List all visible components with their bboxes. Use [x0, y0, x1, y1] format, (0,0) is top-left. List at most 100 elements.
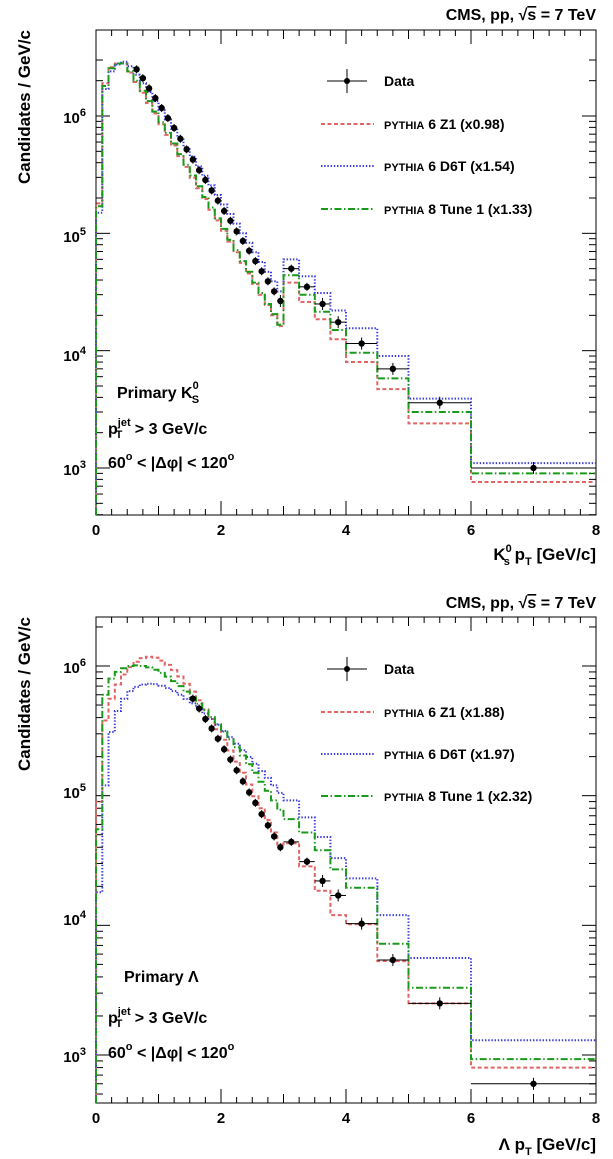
series-line — [95, 62, 596, 515]
x-tick-label: 4 — [342, 1110, 351, 1127]
annotation-dphi-cut: 60o < |Δφ| < 120o — [108, 1041, 235, 1062]
legend-item-series: PYTHIA 8 Tune 1 (x1.33) — [321, 201, 532, 217]
data-point — [264, 822, 272, 829]
x-tick-label: 6 — [467, 522, 475, 539]
series-line — [95, 682, 596, 1103]
data-point — [303, 283, 311, 291]
y-tick-label: 104 — [63, 345, 87, 365]
data-point — [270, 833, 278, 840]
data-point — [214, 197, 222, 204]
y-tick-label: 106 — [63, 657, 86, 677]
data-point — [288, 838, 295, 846]
annotation: Primary Λ pjet T > 3 GeV/c 60o < |Δφ| < 1… — [108, 969, 235, 1062]
series-line — [95, 60, 596, 515]
data-point — [252, 257, 259, 265]
x-tick-label: 0 — [92, 522, 100, 539]
legend-label: PYTHIA 6 Z1 (x0.98) — [384, 116, 505, 132]
series-lines — [95, 655, 596, 1103]
legend-item-data: Data — [327, 657, 415, 681]
data-point — [277, 844, 284, 851]
x-tick-label: 8 — [592, 522, 600, 539]
data-point — [220, 746, 228, 753]
data-point — [202, 176, 209, 184]
data-point — [358, 920, 365, 927]
x-tick-label: 4 — [342, 522, 351, 539]
data-point — [170, 124, 178, 132]
panel-lambda: CMS, pp, √s = 7 TeV 0 2 4 6 8 103 104 10… — [15, 595, 600, 1158]
annotation-jet-cut: pjet T > 3 GeV/c — [108, 417, 207, 441]
data-point — [208, 725, 215, 732]
data-point — [189, 695, 197, 702]
data-point — [530, 464, 537, 472]
legend-label: Data — [384, 73, 415, 89]
data-point — [270, 288, 278, 295]
y-tick-label: 105 — [63, 226, 86, 246]
x-tick-label: 8 — [592, 1110, 600, 1127]
legend-item-series: PYTHIA 6 D6T (x1.97) — [321, 746, 515, 762]
x-tick-label: 6 — [467, 1110, 475, 1127]
data-point — [227, 217, 234, 224]
legend-label: PYTHIA 8 Tune 1 (x2.32) — [384, 788, 532, 804]
data-point — [319, 300, 326, 308]
annotation-dphi-cut: 60o < |Δφ| < 120o — [108, 451, 235, 472]
series-line — [95, 664, 596, 1103]
data-point — [436, 1000, 443, 1007]
legend-item-data: Data — [327, 69, 415, 93]
data-point — [189, 156, 197, 163]
cms-label: CMS, pp, √s = 7 TeV — [446, 595, 597, 612]
data-point — [139, 74, 147, 82]
legend-label: PYTHIA 6 D6T (x1.54) — [384, 158, 515, 174]
data-point — [233, 228, 240, 235]
data-point — [214, 735, 222, 742]
y-tick-label: 104 — [63, 909, 87, 929]
y-axis-label: Candidates / GeV/c — [15, 617, 34, 771]
y-tick-label: 103 — [63, 459, 86, 479]
data-point — [319, 877, 326, 885]
data-point — [158, 104, 165, 112]
legend-item-series: PYTHIA 6 D6T (x1.54) — [321, 158, 515, 174]
x-axis-label: Λ pT [GeV/c] — [499, 1135, 596, 1158]
legend-label: PYTHIA 6 Z1 (x1.88) — [384, 704, 505, 720]
data-point — [195, 705, 203, 712]
annotation-jet-cut: pjet T > 3 GeV/c — [108, 1006, 207, 1030]
data-point — [208, 187, 215, 194]
annotation-particle: Primary Λ — [124, 969, 199, 986]
data-point — [202, 715, 209, 723]
data-points — [189, 694, 596, 1090]
data-point — [245, 247, 253, 254]
data-point — [227, 756, 234, 763]
legend-item-series: PYTHIA 8 Tune 1 (x2.32) — [321, 788, 532, 804]
cms-label: CMS, pp, √s = 7 TeV — [446, 7, 597, 24]
data-point — [258, 810, 265, 818]
y-axis-label: Candidates / GeV/c — [15, 30, 34, 184]
series-line — [95, 655, 596, 1103]
data-point — [220, 207, 228, 215]
data-point — [334, 892, 342, 899]
x-axis-label: K0 s pT [GeV/c] — [493, 543, 596, 568]
data-point — [389, 956, 397, 964]
legend-item-series: PYTHIA 6 Z1 (x0.98) — [321, 116, 505, 132]
data-point — [277, 297, 284, 305]
x-tick-label: 0 — [92, 1110, 100, 1127]
y-tick-label: 105 — [63, 782, 86, 802]
axis-ticks — [95, 617, 597, 1103]
data-point — [239, 778, 247, 785]
data-point — [252, 799, 259, 807]
data-point — [264, 278, 272, 285]
data-point — [358, 340, 365, 347]
data-point — [389, 365, 397, 373]
data-point — [436, 399, 443, 406]
data-point — [233, 767, 240, 774]
series-line — [95, 62, 596, 515]
x-tick-label: 2 — [217, 1110, 225, 1127]
data-point — [152, 94, 159, 102]
legend-label: Data — [384, 661, 415, 677]
data-point — [133, 66, 140, 73]
data-point — [195, 167, 203, 174]
data-point — [530, 1080, 537, 1087]
data-points — [133, 65, 596, 474]
panel-kshort: CMS, pp, √s = 7 TeV 0 2 4 6 8 103 104 10… — [15, 7, 600, 568]
data-point — [183, 146, 190, 153]
data-point — [164, 114, 172, 122]
data-point — [258, 268, 265, 275]
